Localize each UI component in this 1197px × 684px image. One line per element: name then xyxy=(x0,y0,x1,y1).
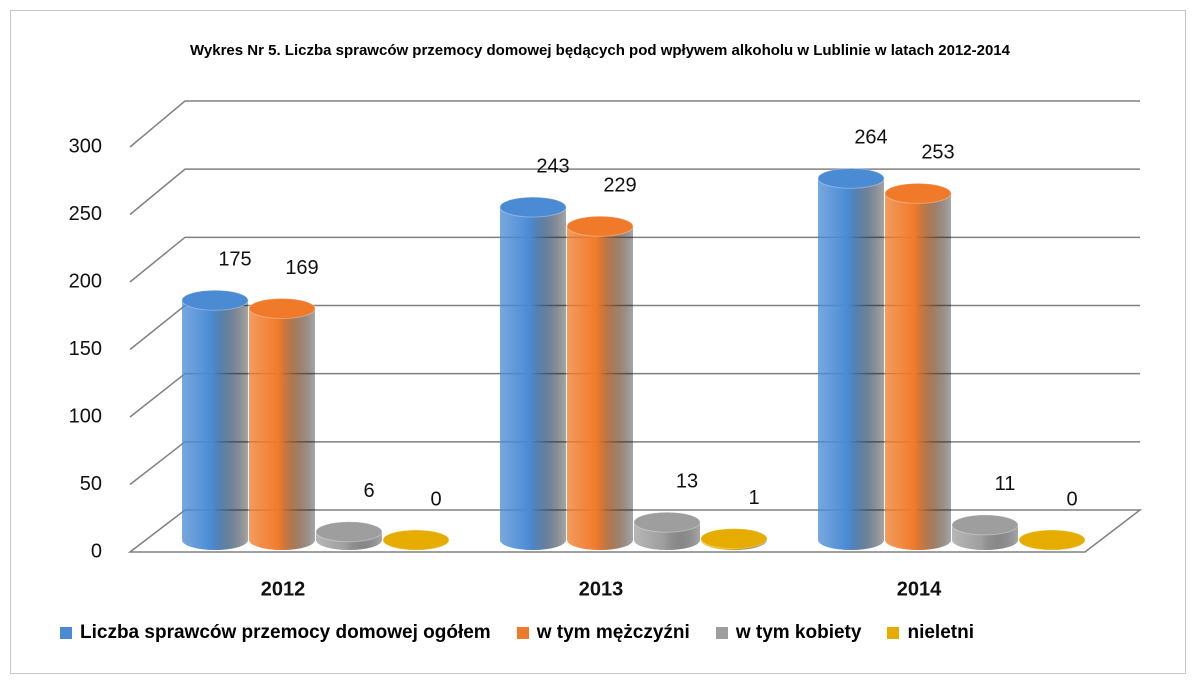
data-label: 11 xyxy=(995,473,1016,495)
bar-top xyxy=(181,289,249,311)
data-label: 243 xyxy=(536,155,569,177)
legend-label: nieletni xyxy=(907,622,974,643)
bar-body xyxy=(249,308,315,550)
bar-top xyxy=(566,215,634,237)
bar-top xyxy=(382,529,450,551)
bar-top xyxy=(248,297,316,319)
bar-body xyxy=(818,178,884,550)
bar-body xyxy=(567,226,633,550)
bar-body xyxy=(182,300,248,550)
legend-label: Liczba sprawców przemocy domowej ogółem xyxy=(80,622,491,643)
x-tick-label: 2012 xyxy=(261,578,306,600)
y-tick-label: 150 xyxy=(69,338,102,360)
legend-item: w tym mężczyźni xyxy=(516,622,690,644)
bar-top xyxy=(499,196,567,218)
legend-swatch xyxy=(516,627,529,639)
data-label: 229 xyxy=(603,175,636,197)
legend-item: nieletni xyxy=(887,622,974,644)
legend-item: Liczba sprawców przemocy domowej ogółem xyxy=(60,622,491,644)
y-tick-label: 250 xyxy=(69,203,102,225)
data-label: 253 xyxy=(921,142,954,164)
data-label: 1 xyxy=(748,487,759,509)
y-tick-label: 300 xyxy=(69,135,102,157)
bar-top xyxy=(817,167,885,189)
chart-frame xyxy=(10,10,1186,674)
bar-body xyxy=(885,193,951,550)
legend-label: w tym kobiety xyxy=(735,622,862,643)
grid-line xyxy=(129,236,1140,283)
legend-item: w tym kobiety xyxy=(715,622,862,644)
y-tick-label: 100 xyxy=(69,405,102,427)
y-tick-label: 200 xyxy=(69,270,102,292)
bar-top xyxy=(315,521,383,543)
data-label: 264 xyxy=(854,127,887,149)
data-label: 0 xyxy=(1066,488,1077,510)
legend-label: w tym mężczyźni xyxy=(536,622,690,643)
legend-swatch xyxy=(887,627,900,639)
bar-top xyxy=(1018,529,1086,551)
grid-line xyxy=(129,100,1140,148)
data-label: 169 xyxy=(285,257,318,279)
y-tick-label: 50 xyxy=(80,473,102,495)
grid-line xyxy=(129,168,1140,216)
data-label: 175 xyxy=(218,249,251,271)
x-tick-label: 2013 xyxy=(579,578,624,600)
bar-top xyxy=(633,511,701,533)
bar-top xyxy=(951,514,1019,536)
legend-swatch xyxy=(60,627,72,639)
data-label: 6 xyxy=(363,480,374,502)
bar-top xyxy=(884,182,952,204)
chart-title: Wykres Nr 5. Liczba sprawców przemocy do… xyxy=(190,42,1010,59)
bar-top xyxy=(700,528,768,550)
data-label: 13 xyxy=(676,470,698,492)
legend-swatch xyxy=(715,627,728,639)
floor xyxy=(127,509,1143,553)
y-tick-label: 0 xyxy=(91,540,102,562)
data-label: 0 xyxy=(430,488,441,510)
bar-body xyxy=(500,207,566,550)
x-tick-label: 2014 xyxy=(897,578,942,600)
legend: Liczba sprawców przemocy domowej ogółem w… xyxy=(60,622,974,644)
